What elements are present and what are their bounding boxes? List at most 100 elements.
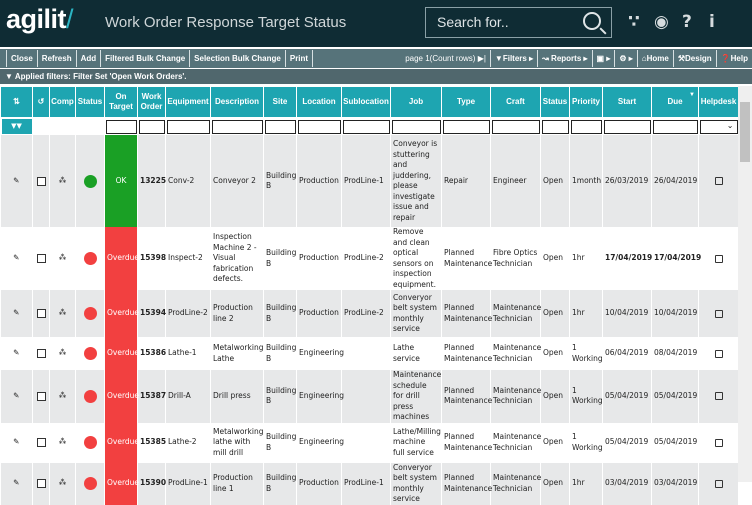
filter-input-craft[interactable] [491,119,540,134]
column-header-refresh[interactable]: ↺ [32,86,50,118]
column-header-description[interactable]: Description [210,86,264,118]
equipment-link[interactable]: Lathe-1 [168,348,197,358]
complete-icon[interactable]: ⁂ [49,370,76,423]
helpdesk-checkbox[interactable] [714,349,723,358]
filter-input-helpdesk[interactable]: ⌄ [699,119,738,134]
help-button[interactable]: ❓Help [715,50,752,67]
helpdesk-checkbox[interactable] [714,392,723,401]
table-row[interactable]: ✎ ⁂ Overdue 15398 Inspect-2 Inspection Machin… [0,227,739,290]
complete-icon[interactable]: ⁂ [49,227,76,290]
filter-input-sublocation[interactable] [342,119,390,134]
table-row[interactable]: ✎ ⁂ Overdue 15390 ProdLine-1 Production line … [0,462,739,505]
column-header-comp[interactable]: Comp [49,86,76,118]
filters-menu[interactable]: ▼Filters ▸ [489,50,537,67]
column-header-on-target[interactable]: On Target [104,86,138,118]
selection-bulk-change-button[interactable]: Selection Bulk Change [189,50,285,67]
filter-input-start[interactable] [603,119,651,134]
column-header-priority[interactable]: Priority [569,86,603,118]
close-button[interactable]: Close [6,50,37,67]
helpdesk-checkbox[interactable] [714,438,723,447]
edit-icon[interactable]: ✎ [0,227,33,290]
column-header-sort[interactable]: ⇅ [0,86,33,118]
row-checkbox[interactable] [36,479,46,488]
helpdesk-checkbox[interactable] [714,254,723,263]
column-header-start[interactable]: Start [602,86,652,118]
row-checkbox[interactable] [36,176,46,186]
column-header-equipment[interactable]: Equipment [165,86,211,118]
equipment-link[interactable]: ProdLine-2 [168,308,208,318]
swap-icon[interactable]: ↺ [37,97,45,106]
reports-menu[interactable]: ↝ Reports ▸ [537,50,591,67]
column-header-helpdesk[interactable]: Helpdesk [698,86,739,118]
filter-input-on-target[interactable] [105,119,137,134]
column-header-craft[interactable]: Craft [490,86,541,118]
column-header-wo-status[interactable]: Status [540,86,570,118]
filter-input-equipment[interactable] [166,119,210,134]
chevron-down-icon[interactable]: ⌄ [726,120,734,130]
column-header-sublocation[interactable]: Sublocation [341,86,391,118]
equipment-link[interactable]: Conv-2 [168,175,195,185]
filtered-bulk-change-button[interactable]: Filtered Bulk Change [100,50,189,67]
info-icon[interactable]: i [709,12,715,32]
column-header-location[interactable]: Location [296,86,342,118]
equipment-link[interactable]: Drill-A [168,391,191,400]
edit-icon[interactable]: ✎ [0,337,33,370]
row-checkbox[interactable] [36,349,46,358]
complete-icon[interactable]: ⁂ [49,422,76,463]
edit-icon[interactable]: ✎ [0,422,33,463]
column-header-type[interactable]: Type [441,86,491,118]
complete-icon[interactable]: ⁂ [49,135,76,227]
vertical-scrollbar[interactable] [738,86,752,482]
filter-input-due[interactable] [652,119,698,134]
table-row[interactable]: ✎ ⁂ Overdue 15387 Drill-A Drill press Building… [0,370,739,423]
sort-icon[interactable]: ⇅ [13,97,20,106]
table-row[interactable]: ✎ ⁂ Overdue 15385 Lathe-2 Metalworking lathe … [0,422,739,463]
filter-input-job[interactable] [391,119,441,134]
scrollbar-thumb[interactable] [740,102,750,162]
table-row[interactable]: ✎ ⁂ OK 13225 Conv-2 Conveyor 2 Building B Produ… [0,135,739,227]
row-checkbox[interactable] [36,391,46,401]
helpdesk-checkbox[interactable] [714,177,723,185]
clear-filters-icon[interactable]: ▼▼ [1,119,32,134]
table-row[interactable]: ✎ ⁂ Overdue 15394 ProdLine-2 Production line … [0,290,739,337]
filter-input-wo-status[interactable] [541,119,569,134]
filter-input-type[interactable] [442,119,490,134]
column-header-site[interactable]: Site [263,86,297,118]
filter-input-work-order[interactable] [138,119,165,134]
filter-input-site[interactable] [264,119,296,134]
refresh-button[interactable]: Refresh [36,50,76,67]
equipment-link[interactable]: ProdLine-1 [168,478,208,488]
edit-icon[interactable]: ✎ [0,135,33,227]
page-indicator[interactable]: page 1(Count rows) ▶| [405,54,486,63]
filter-input-description[interactable] [211,119,263,134]
row-checkbox[interactable] [36,438,46,447]
complete-icon[interactable]: ⁂ [49,462,76,505]
helpdesk-checkbox[interactable] [714,309,723,318]
filter-input-priority[interactable] [570,119,602,134]
column-header-work-order[interactable]: Work Order [137,86,166,118]
globe-icon[interactable]: ◉ [654,12,669,32]
search-icon[interactable] [583,12,601,30]
complete-icon[interactable]: ⁂ [49,290,76,337]
column-header-status[interactable]: Status [75,86,105,118]
equipment-link[interactable]: Inspect-2 [168,253,203,263]
table-row[interactable]: ✎ ⁂ Overdue 15386 Lathe-1 Metalworking Lathe B… [0,337,739,370]
column-header-due[interactable]: Due ▼ [651,86,699,118]
design-button[interactable]: ⚒Design [672,50,716,67]
edit-icon[interactable]: ✎ [0,370,33,423]
equipment-link[interactable]: Lathe-2 [168,437,197,447]
edit-icon[interactable]: ✎ [0,290,33,337]
home-button[interactable]: ⌂Home [636,50,673,67]
row-checkbox[interactable] [36,309,46,318]
print-button[interactable]: Print [284,50,314,67]
column-header-job[interactable]: Job [390,86,442,118]
help-icon[interactable]: ? [682,12,692,32]
helpdesk-checkbox[interactable] [714,479,723,488]
edit-icon[interactable]: ✎ [0,462,33,505]
rss-icon[interactable]: ∵ [628,12,640,32]
add-button[interactable]: Add [75,50,101,67]
filter-input-location[interactable] [297,119,341,134]
export-menu[interactable]: ▣ ▸ [591,50,615,67]
complete-icon[interactable]: ⁂ [49,337,76,370]
row-checkbox[interactable] [36,254,46,263]
